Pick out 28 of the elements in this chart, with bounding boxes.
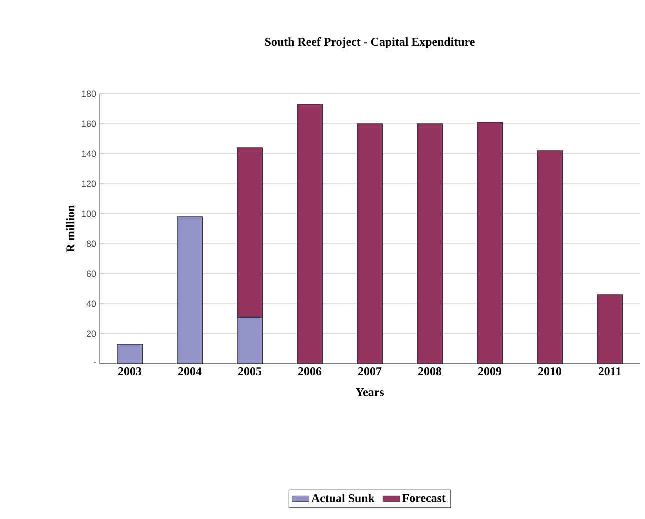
bar <box>177 216 204 364</box>
x-tick-label: 2008 <box>418 368 442 376</box>
x-tick-label: 2010 <box>538 368 562 376</box>
x-axis-title: Years <box>356 388 384 396</box>
y-tick-label: 40 <box>86 300 96 308</box>
y-tick-label: 160 <box>82 120 96 128</box>
bar <box>297 104 324 364</box>
x-tick-label: 2003 <box>118 368 142 376</box>
bar <box>117 344 144 364</box>
x-tick-label: 2011 <box>598 368 622 376</box>
y-tick-label: 180 <box>82 90 96 98</box>
y-tick-label: 120 <box>82 180 96 188</box>
x-tick-label: 2009 <box>478 368 502 376</box>
y-tick-label: 20 <box>86 330 96 338</box>
legend-label: Actual Sunk <box>312 494 375 503</box>
chart-title: South Reef Project - Capital Expenditure <box>265 38 475 48</box>
x-tick-label: 2005 <box>238 368 262 376</box>
x-tick-label: 2007 <box>358 368 382 376</box>
y-tick-label: 100 <box>82 210 96 218</box>
x-tick-label: 2004 <box>178 368 202 376</box>
y-tick-label: - <box>94 362 96 364</box>
x-tick-label: 2006 <box>298 368 322 376</box>
legend-label: Forecast <box>402 494 446 502</box>
y-tick-label: 60 <box>86 270 96 278</box>
y-tick-label: 140 <box>82 150 96 158</box>
y-tick-label: 80 <box>86 240 96 248</box>
y-axis-title: R million <box>66 205 75 253</box>
bar <box>357 124 384 364</box>
